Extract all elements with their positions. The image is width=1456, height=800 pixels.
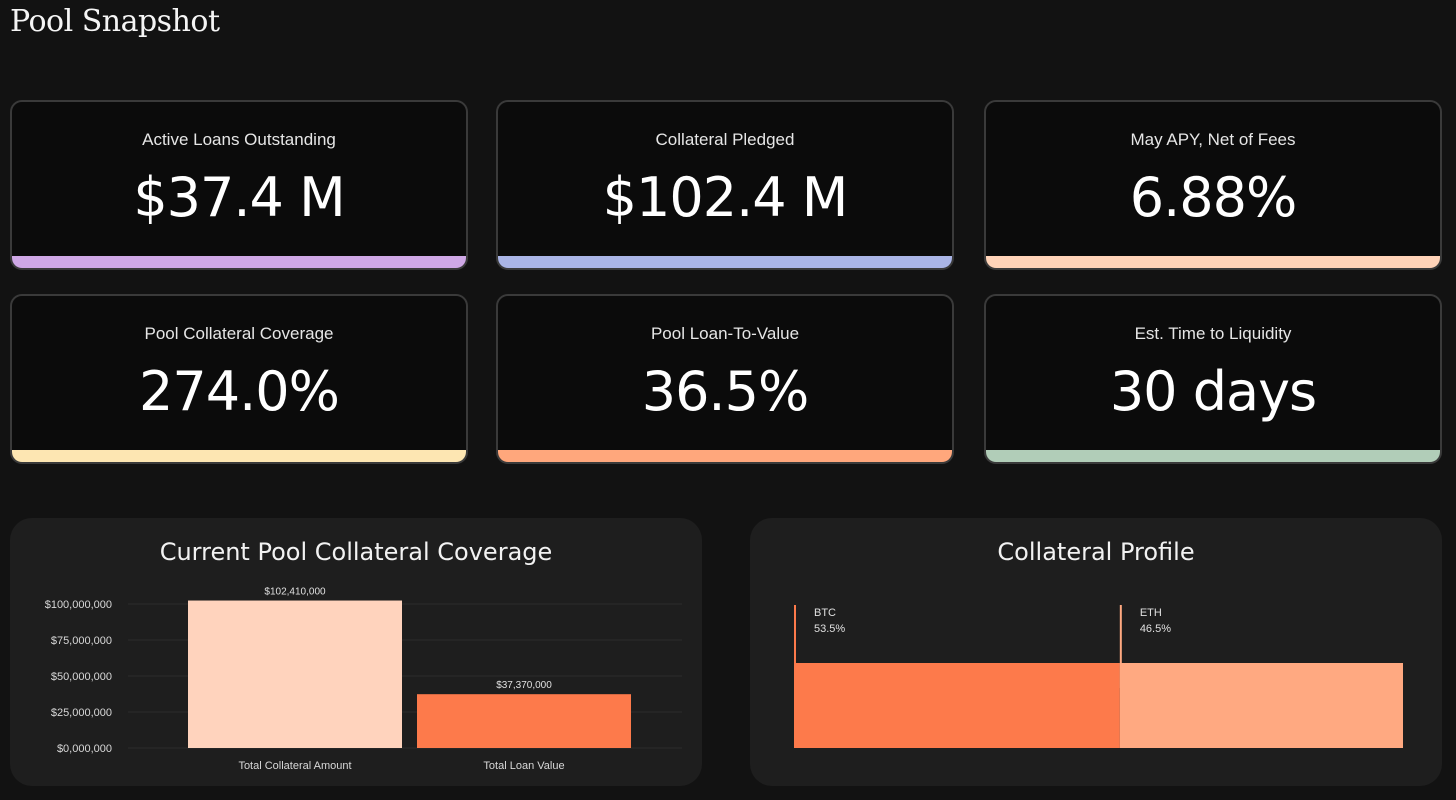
kpi-accent-bar <box>986 450 1440 462</box>
kpi-accent-bar <box>12 450 466 462</box>
kpi-card-time-to-liquidity: Est. Time to Liquidity 30 days <box>984 294 1442 464</box>
kpi-label: May APY, Net of Fees <box>1130 130 1296 149</box>
coverage-bar-chart: $0,000,000 $25,000,000 $50,000,000 $75,000,… <box>45 587 682 772</box>
coverage-chart-title: Current Pool Collateral Coverage <box>159 538 553 566</box>
kpi-value: 36.5% <box>641 360 810 423</box>
kpi-accent-bar <box>498 450 952 462</box>
collateral-profile-panel: Collateral Profile BTC 53.5% ETH 46.5% <box>750 518 1442 786</box>
bar-value-label: $102,410,000 <box>264 587 326 598</box>
kpi-accent-bar <box>986 256 1440 268</box>
kpi-value: $37.4 M <box>133 166 345 229</box>
kpi-label: Collateral Pledged <box>655 130 795 149</box>
kpi-value: 30 days <box>1109 360 1317 423</box>
y-tick-label: $75,000,000 <box>51 635 112 647</box>
y-tick-label: $50,000,000 <box>51 671 112 683</box>
kpi-accent-bar <box>498 256 952 268</box>
coverage-chart-panel: Current Pool Collateral Coverage $0,000,… <box>10 518 702 786</box>
collateral-profile-chart: BTC 53.5% ETH 46.5% <box>794 605 1403 748</box>
segment-percent: 46.5% <box>1140 623 1171 635</box>
y-tick-label: $25,000,000 <box>51 707 112 719</box>
segment <box>1119 663 1403 748</box>
kpi-card-active-loans: Active Loans Outstanding $37.4 M <box>10 100 468 270</box>
kpi-label: Est. Time to Liquidity <box>1134 324 1292 343</box>
bar <box>188 600 402 748</box>
kpi-card-loan-to-value: Pool Loan-To-Value 36.5% <box>496 294 954 464</box>
kpi-label: Pool Loan-To-Value <box>650 324 800 343</box>
kpi-accent-bar <box>12 256 466 268</box>
kpi-card-collateral-pledged: Collateral Pledged $102.4 M <box>496 100 954 270</box>
kpi-value: 6.88% <box>1129 166 1298 229</box>
segment-name: BTC <box>814 607 836 619</box>
kpi-card-collateral-coverage: Pool Collateral Coverage 274.0% <box>10 294 468 464</box>
kpi-card-apy: May APY, Net of Fees 6.88% <box>984 100 1442 270</box>
collateral-profile-title: Collateral Profile <box>997 538 1195 566</box>
y-tick-label: $100,000,000 <box>45 599 112 611</box>
kpi-label: Active Loans Outstanding <box>142 130 336 149</box>
kpi-value: 274.0% <box>139 360 340 423</box>
segment <box>794 663 1120 748</box>
x-tick-label: Total Collateral Amount <box>238 760 351 772</box>
bar <box>417 694 631 748</box>
page-title: Pool Snapshot <box>10 4 220 39</box>
kpi-label: Pool Collateral Coverage <box>144 324 334 343</box>
kpi-value: $102.4 M <box>602 166 849 229</box>
y-tick-label: $0,000,000 <box>57 743 112 755</box>
segment-percent: 53.5% <box>814 623 845 635</box>
x-tick-label: Total Loan Value <box>483 760 564 772</box>
segment-name: ETH <box>1140 607 1162 619</box>
bar-value-label: $37,370,000 <box>496 680 552 691</box>
